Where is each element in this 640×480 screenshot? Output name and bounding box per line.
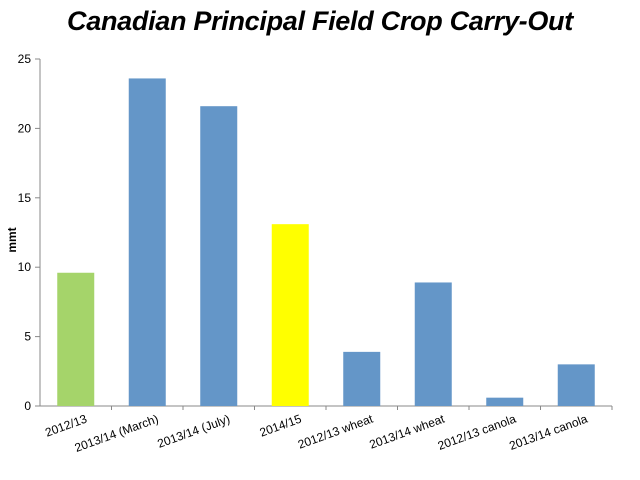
y-tick-label: 0 [24, 399, 31, 413]
bar [343, 351, 381, 406]
chart-title: Canadian Principal Field Crop Carry-Out [67, 6, 573, 36]
x-tick-label: 2013/14 (July) [156, 412, 232, 451]
x-tick-label: 2012/13 wheat [296, 411, 375, 451]
bar [414, 282, 452, 406]
bar [271, 224, 309, 406]
y-tick-label: 20 [18, 121, 32, 135]
bar [57, 272, 95, 406]
y-tick-label: 15 [18, 191, 32, 205]
bar [486, 397, 524, 406]
x-tick-label: 2013/14 wheat [368, 411, 447, 451]
bars [57, 78, 595, 406]
bar [557, 364, 595, 406]
y-tick-label: 25 [18, 52, 32, 66]
x-tick-label: 2012/13 canola [436, 412, 518, 453]
y-tick-label: 5 [24, 330, 31, 344]
x-tick-label: 2013/14 canola [507, 412, 589, 453]
x-tick-label: 2012/13 [43, 412, 89, 440]
bar [200, 106, 238, 406]
y-tick-label: 10 [18, 260, 32, 274]
bar [128, 78, 166, 406]
y-axis-title: mmt [5, 227, 19, 252]
axes: 0 5 10 15 20 25 [18, 52, 613, 413]
x-tick-label: 2014/15 [258, 412, 304, 440]
